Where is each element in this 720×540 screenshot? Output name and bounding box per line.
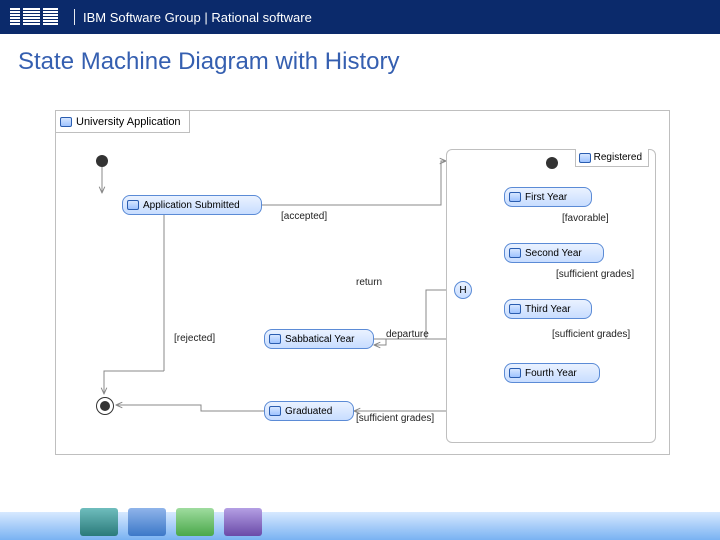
state-second-year[interactable]: Second Year xyxy=(504,243,604,263)
state-label: Second Year xyxy=(525,248,582,259)
state-icon xyxy=(127,200,139,210)
final-state-outer xyxy=(96,397,114,415)
edge-label-accepted: [accepted] xyxy=(281,211,327,222)
state-fourth-year[interactable]: Fourth Year xyxy=(504,363,600,383)
diagram-canvas: University Application Application S xyxy=(55,110,670,455)
state-first-year[interactable]: First Year xyxy=(504,187,592,207)
page-title: State Machine Diagram with History xyxy=(0,34,720,86)
footer xyxy=(0,498,720,540)
state-machine-tab: University Application xyxy=(56,111,190,133)
footer-icon-1 xyxy=(80,508,118,536)
footer-icon-2 xyxy=(128,508,166,536)
state-graduated[interactable]: Graduated xyxy=(264,401,354,421)
edge-label-sufficient-3: [sufficient grades] xyxy=(356,413,434,424)
initial-state-outer xyxy=(96,155,108,167)
footer-icons xyxy=(80,508,262,536)
registered-label: Registered xyxy=(594,152,642,163)
state-label: First Year xyxy=(525,192,567,203)
header-text: IBM Software Group | Rational software xyxy=(83,10,312,25)
state-icon xyxy=(509,368,521,378)
state-label: Sabbatical Year xyxy=(285,334,355,345)
history-label: H xyxy=(459,285,466,296)
state-application-submitted[interactable]: Application Submitted xyxy=(122,195,262,215)
state-icon xyxy=(509,304,521,314)
state-third-year[interactable]: Third Year xyxy=(504,299,592,319)
state-icon xyxy=(579,153,591,163)
statemachine-icon xyxy=(60,117,72,127)
header-separator xyxy=(74,9,75,25)
ibm-logo xyxy=(10,8,58,26)
edge-label-sufficient-1: [sufficient grades] xyxy=(556,269,634,280)
edge-label-rejected: [rejected] xyxy=(174,333,215,344)
footer-icon-4 xyxy=(224,508,262,536)
state-label: Fourth Year xyxy=(525,368,577,379)
edge-label-favorable: [favorable] xyxy=(562,213,609,224)
state-sabbatical-year[interactable]: Sabbatical Year xyxy=(264,329,374,349)
footer-icon-3 xyxy=(176,508,214,536)
state-machine-label: University Application xyxy=(76,116,181,128)
edge-label-sufficient-2: [sufficient grades] xyxy=(552,329,630,340)
edge-label-return: return xyxy=(356,277,382,288)
state-icon xyxy=(269,406,281,416)
header-bar: IBM Software Group | Rational software xyxy=(0,0,720,34)
state-label: Third Year xyxy=(525,304,571,315)
edge-label-departure: departure xyxy=(386,329,429,340)
initial-state-inner xyxy=(546,157,558,169)
state-icon xyxy=(269,334,281,344)
state-label: Application Submitted xyxy=(143,200,240,211)
state-label: Graduated xyxy=(285,406,332,417)
state-icon xyxy=(509,248,521,258)
history-pseudostate[interactable]: H xyxy=(454,281,472,299)
registered-tab: Registered xyxy=(575,149,649,167)
state-icon xyxy=(509,192,521,202)
